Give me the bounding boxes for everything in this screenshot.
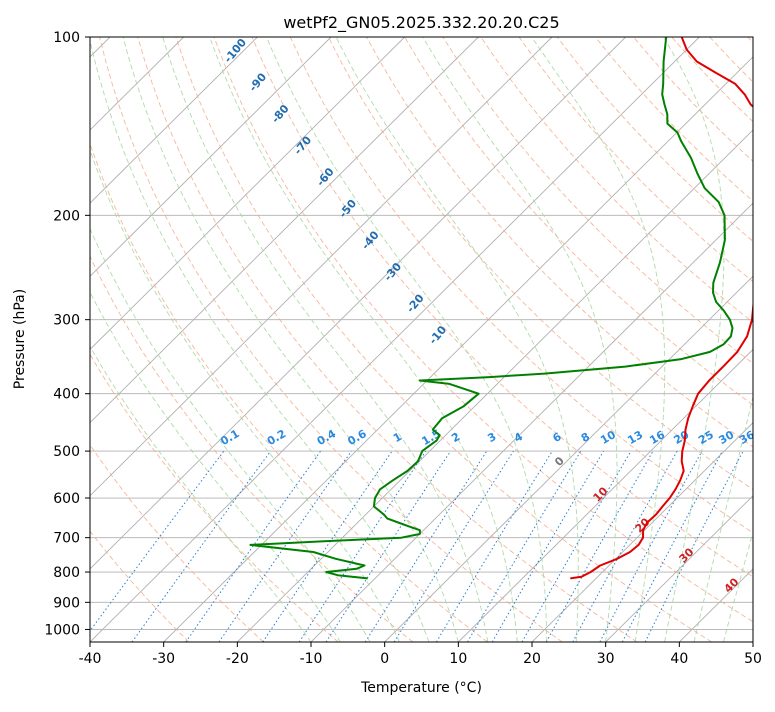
- x-tick-label: 10: [449, 651, 467, 667]
- x-tick-label: -20: [226, 651, 249, 667]
- x-tick-label: -40: [79, 651, 102, 667]
- chart-title: wetPf2_GN05.2025.332.20.20.C25: [283, 13, 559, 33]
- y-tick-label: 700: [53, 531, 80, 547]
- x-tick-label: -30: [152, 651, 175, 667]
- y-tick-label: 100: [53, 30, 80, 46]
- x-axis-label: Temperature (°C): [360, 680, 482, 696]
- y-axis-label: Pressure (hPa): [12, 289, 28, 389]
- x-tick-label: -10: [300, 651, 323, 667]
- x-tick-label: 40: [670, 651, 688, 667]
- y-tick-label: 200: [53, 208, 80, 224]
- x-tick-label: 20: [523, 651, 541, 667]
- x-tick-label: 0: [380, 651, 389, 667]
- x-tick-label: 30: [597, 651, 615, 667]
- x-tick-label: 50: [744, 651, 762, 667]
- plot-background: [90, 37, 753, 642]
- y-tick-label: 800: [53, 565, 80, 581]
- y-tick-label: 900: [53, 595, 80, 611]
- y-tick-label: 1000: [44, 622, 80, 638]
- y-tick-label: 300: [53, 313, 80, 329]
- y-tick-label: 400: [53, 387, 80, 403]
- y-tick-label: 500: [53, 444, 80, 460]
- y-tick-label: 600: [53, 491, 80, 507]
